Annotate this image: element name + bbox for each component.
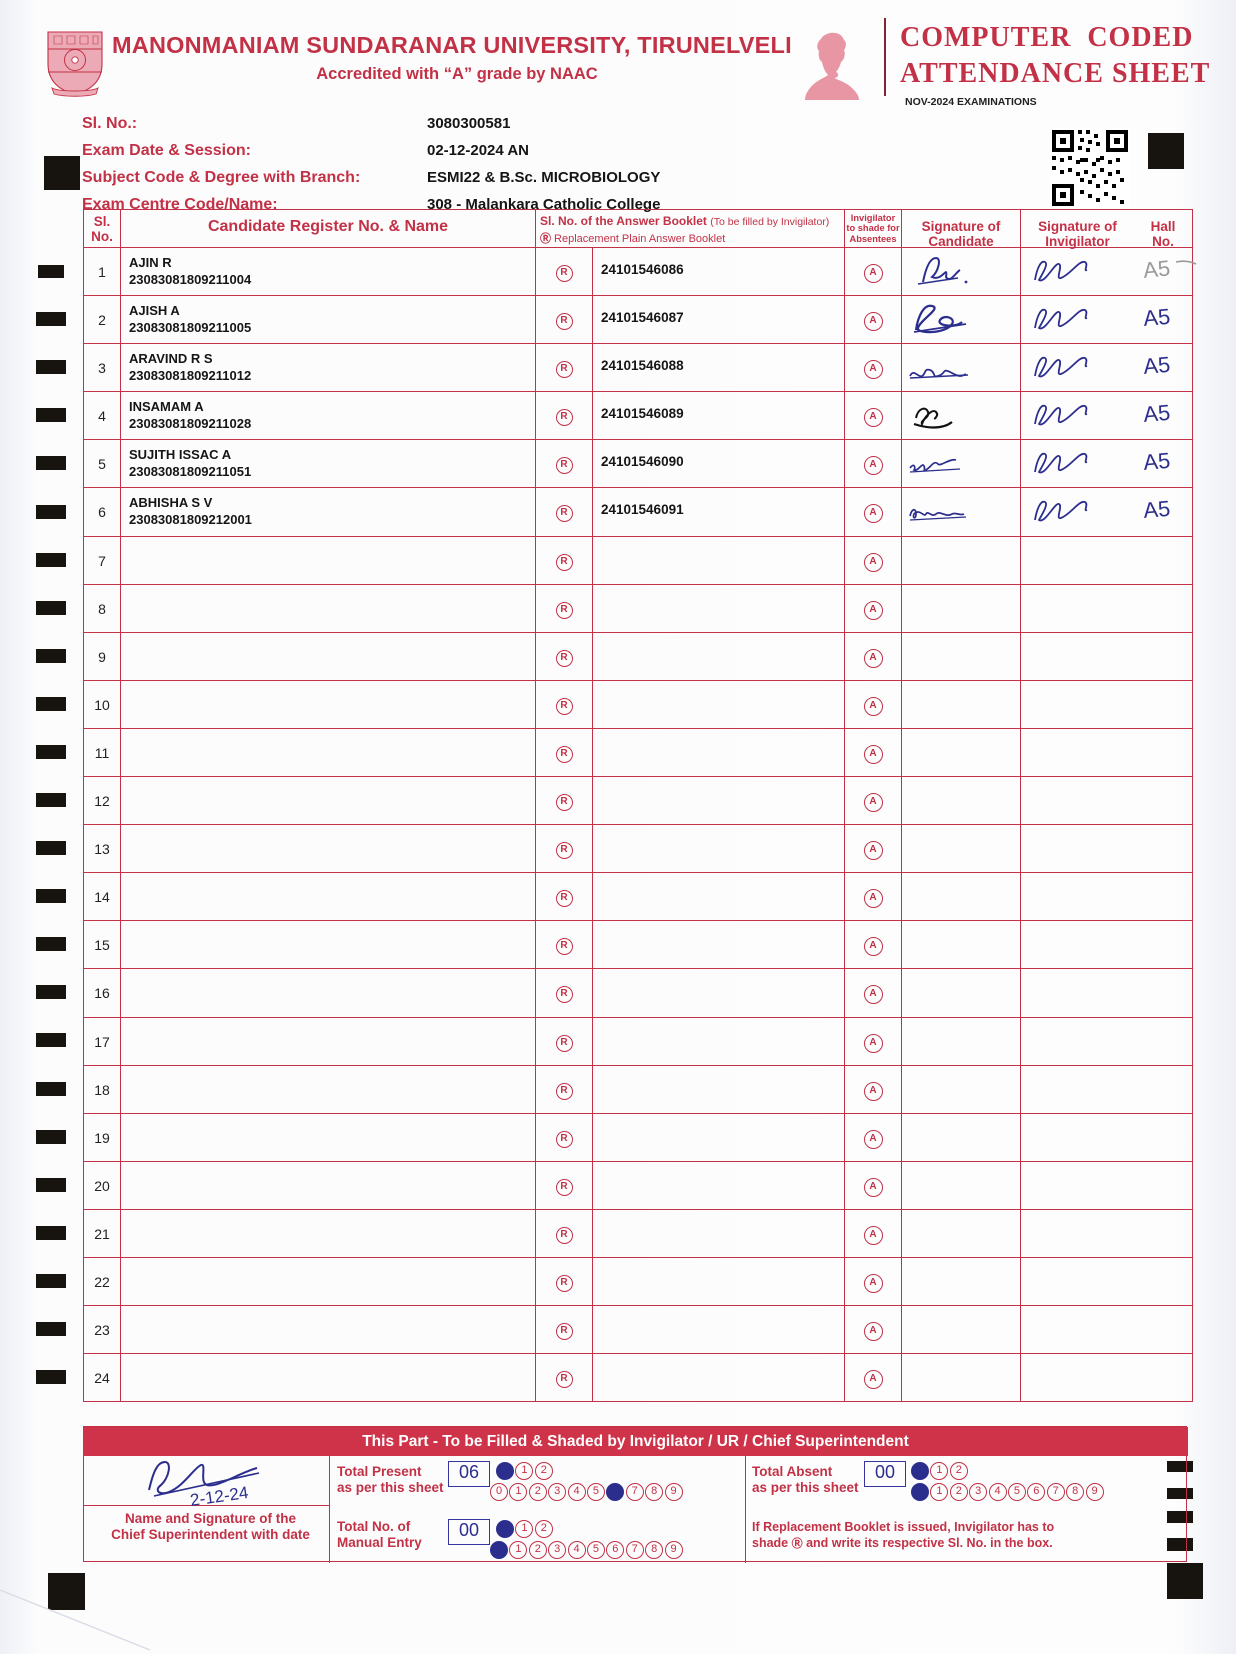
svg-text:A5: A5 <box>1144 304 1171 331</box>
svg-text:A5: A5 <box>1144 400 1171 427</box>
svg-text:A5: A5 <box>1144 256 1171 283</box>
svg-text:A5: A5 <box>1144 496 1171 523</box>
svg-text:A5: A5 <box>1144 448 1171 475</box>
svg-text:A5: A5 <box>1144 352 1171 379</box>
